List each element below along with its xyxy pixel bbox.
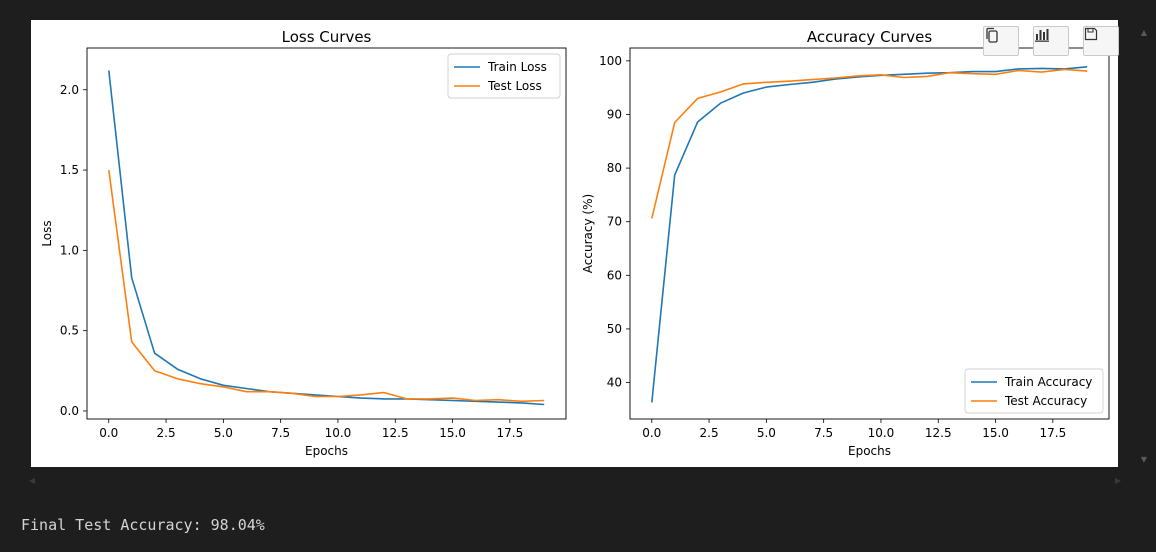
save-button[interactable] — [1083, 26, 1119, 56]
x-tick-label: 5.0 — [214, 426, 233, 440]
axes-frame — [629, 47, 1110, 420]
x-tick-label: 12.5 — [382, 426, 409, 440]
scroll-left-arrow[interactable]: ◀ — [28, 476, 36, 485]
series-line-train-loss — [108, 70, 545, 406]
x-axis-label: Epochs — [305, 444, 348, 458]
scroll-right-arrow[interactable]: ▶ — [1114, 476, 1122, 485]
x-tick-label: 17.5 — [1039, 426, 1066, 440]
y-tick-label: 2.0 — [60, 83, 79, 97]
x-tick-label: 15.0 — [982, 426, 1009, 440]
series-line-test-accuracy — [651, 68, 1088, 219]
output-text: Final Test Accuracy: 98.04% — [21, 516, 265, 534]
legend-box — [964, 368, 1104, 414]
x-tick-label: 2.5 — [700, 426, 719, 440]
chart-title: Loss Curves — [282, 28, 372, 46]
copy-button[interactable] — [983, 26, 1019, 56]
y-tick-label: 0.5 — [60, 324, 79, 338]
series-line-test-loss — [108, 169, 545, 403]
legend-label: Test Accuracy — [1004, 394, 1087, 408]
legend-label: Train Accuracy — [1004, 375, 1092, 389]
x-tick-label: 10.0 — [325, 426, 352, 440]
axes-frame — [86, 47, 567, 420]
chart-icon — [1035, 29, 1049, 42]
x-tick-label: 2.5 — [157, 426, 176, 440]
scroll-up-arrow[interactable]: ▲ — [1140, 28, 1148, 37]
x-tick-label: 7.5 — [814, 426, 833, 440]
x-axis-label: Epochs — [848, 444, 891, 458]
y-tick-label: 40 — [607, 376, 622, 390]
chart-canvas: Loss Curves 0.0 2.5 5.0 7.5 10.0 12.5 15.0 17.5 0… — [40, 28, 1110, 458]
y-tick-label: 90 — [607, 107, 622, 121]
y-axis-label: Loss — [40, 220, 54, 246]
save-icon — [1084, 27, 1098, 41]
y-tick-label: 100 — [599, 54, 622, 68]
legend-label: Test Loss — [487, 79, 542, 93]
x-tick-label: 5.0 — [757, 426, 776, 440]
legend-label: Train Loss — [487, 60, 547, 74]
matplotlib-figure: Loss Curves 0.0 2.5 5.0 7.5 10.0 12.5 15.0 17.5 0… — [31, 20, 1119, 467]
y-axis-label: Accuracy (%) — [581, 194, 595, 273]
x-tick-label: 12.5 — [925, 426, 952, 440]
y-tick-label: 80 — [607, 161, 622, 175]
y-tick-label: 0.0 — [60, 404, 79, 418]
chart-title: Accuracy Curves — [807, 28, 933, 46]
y-tick-label: 1.0 — [60, 243, 79, 257]
x-tick-label: 10.0 — [868, 426, 895, 440]
copy-icon — [986, 27, 998, 43]
legend-box — [447, 53, 561, 99]
y-tick-label: 70 — [607, 215, 622, 229]
x-tick-label: 0.0 — [642, 426, 661, 440]
x-tick-label: 17.5 — [496, 426, 523, 440]
scroll-down-arrow[interactable]: ▼ — [1140, 455, 1148, 464]
y-tick-label: 50 — [607, 322, 622, 336]
x-tick-label: 7.5 — [271, 426, 290, 440]
x-tick-label: 0.0 — [99, 426, 118, 440]
x-tick-label: 15.0 — [439, 426, 466, 440]
chart-button[interactable] — [1033, 26, 1069, 56]
y-tick-label: 60 — [607, 268, 622, 282]
y-tick-label: 1.5 — [60, 163, 79, 177]
series-line-train-accuracy — [651, 66, 1088, 403]
